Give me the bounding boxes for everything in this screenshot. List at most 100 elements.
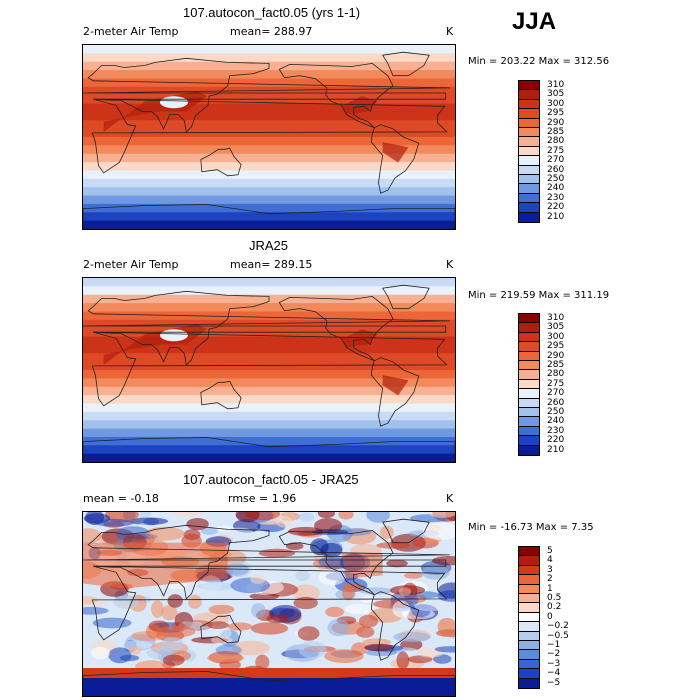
colorbar-label: −2 [547, 649, 561, 660]
temperature-band [83, 361, 455, 371]
season-label: JJA [512, 8, 557, 35]
colorbar-label: 295 [547, 108, 565, 119]
difference-blob [249, 592, 279, 600]
temperature-band [83, 195, 455, 205]
panel-2-unit: K [446, 258, 454, 271]
difference-blob [386, 559, 408, 568]
difference-blob [251, 603, 266, 618]
panel-1-unit: K [446, 25, 454, 38]
coastline [200, 380, 242, 410]
difference-blob [345, 603, 374, 615]
difference-blob [288, 526, 323, 536]
difference-blob [366, 512, 390, 523]
temperature-band [83, 162, 455, 171]
temperature-band [83, 445, 455, 455]
colorbar-label: 295 [547, 341, 565, 352]
panel-2-map [82, 277, 456, 463]
colorbar-label: 300 [547, 98, 565, 109]
temperature-band [83, 120, 455, 130]
temperature-band [83, 378, 455, 388]
colorbar-label: 290 [547, 350, 565, 361]
difference-blob [393, 632, 431, 643]
southern-warm-strip [83, 668, 455, 678]
difference-blob [396, 651, 410, 670]
difference-blob [208, 604, 235, 615]
temperature-band [83, 128, 455, 138]
temperature-band [83, 178, 455, 188]
temperature-band [83, 436, 455, 446]
panel-1-minmax: Min = 203.22 Max = 312.56 [468, 56, 610, 67]
colorbar-label: 210 [547, 444, 565, 455]
tibet-cold-spot [159, 329, 188, 342]
temperature-band [83, 344, 455, 354]
difference-blob [128, 645, 142, 655]
difference-blob [398, 587, 412, 596]
colorbar-label: 220 [547, 435, 565, 446]
colorbar-label: 4 [547, 555, 553, 566]
colorbar-label: 230 [547, 425, 565, 436]
temperature-band [83, 286, 455, 296]
coastline [83, 437, 455, 462]
difference-blob [258, 548, 296, 558]
difference-blob [167, 594, 183, 608]
coastline [382, 284, 430, 310]
colorbar-label: 220 [547, 202, 565, 213]
panel-3-minmax: Min = -16.73 Max = 7.35 [468, 522, 594, 533]
coastline [200, 147, 242, 177]
difference-blob [325, 606, 344, 618]
difference-blob [161, 605, 178, 621]
temperature-band [83, 278, 455, 287]
difference-blob [231, 640, 270, 656]
panel-3-rmse-label: rmse = 1.96 [228, 492, 297, 505]
temperature-band [83, 111, 455, 121]
tibet-cold-spot [159, 96, 188, 109]
coastline [91, 98, 448, 174]
temperature-band [83, 78, 455, 88]
warm-region [382, 375, 409, 396]
difference-blob [292, 584, 320, 602]
difference-blob [337, 528, 372, 536]
colorbar-label: 250 [547, 407, 565, 417]
colorbar-label: 0 [547, 611, 553, 622]
colorbar-label: 280 [547, 136, 565, 147]
difference-blob [358, 614, 379, 628]
difference-blob [145, 526, 185, 541]
panel-3-title: 107.autocon_fact0.05 - JRA25 [183, 472, 359, 487]
temperature-band [83, 137, 455, 146]
coastline [83, 290, 450, 366]
colorbar-label: −0.2 [547, 621, 569, 632]
temperature-band [83, 70, 455, 79]
panel-1-variable-label: 2-meter Air Temp [83, 25, 179, 38]
colorbar-label: 260 [547, 164, 565, 175]
colorbar-label: −3 [547, 658, 561, 669]
temperature-band [83, 411, 455, 421]
colorbar-label: −4 [547, 668, 561, 679]
colorbar-label: 275 [547, 145, 565, 156]
temperature-band [83, 336, 455, 346]
difference-blob [376, 542, 411, 549]
coastline [91, 331, 448, 407]
map-field [83, 278, 455, 462]
difference-blob [250, 622, 289, 635]
difference-blob [250, 574, 266, 584]
difference-blob [298, 641, 327, 659]
colorbar-label: 3 [547, 564, 553, 575]
difference-blob [172, 512, 205, 517]
colorbar-label: 280 [547, 369, 565, 380]
difference-blob [143, 517, 159, 526]
colorbar-label: 310 [547, 80, 565, 90]
colorbar-label: 270 [547, 388, 565, 399]
colorbar-label: 250 [547, 174, 565, 184]
colorbar-label: 285 [547, 127, 565, 137]
temperature-band [83, 319, 455, 329]
temperature-band [83, 311, 455, 321]
difference-blob [338, 512, 354, 520]
colorbar-label: 310 [547, 313, 565, 323]
difference-blob [404, 572, 423, 579]
colorbar-label: 5 [547, 546, 553, 556]
colorbar-swatch [518, 211, 540, 223]
difference-blob [146, 624, 161, 639]
panel-3-mean-label: mean = -0.18 [83, 492, 159, 505]
temperature-band [83, 403, 455, 413]
difference-blob [92, 617, 132, 629]
